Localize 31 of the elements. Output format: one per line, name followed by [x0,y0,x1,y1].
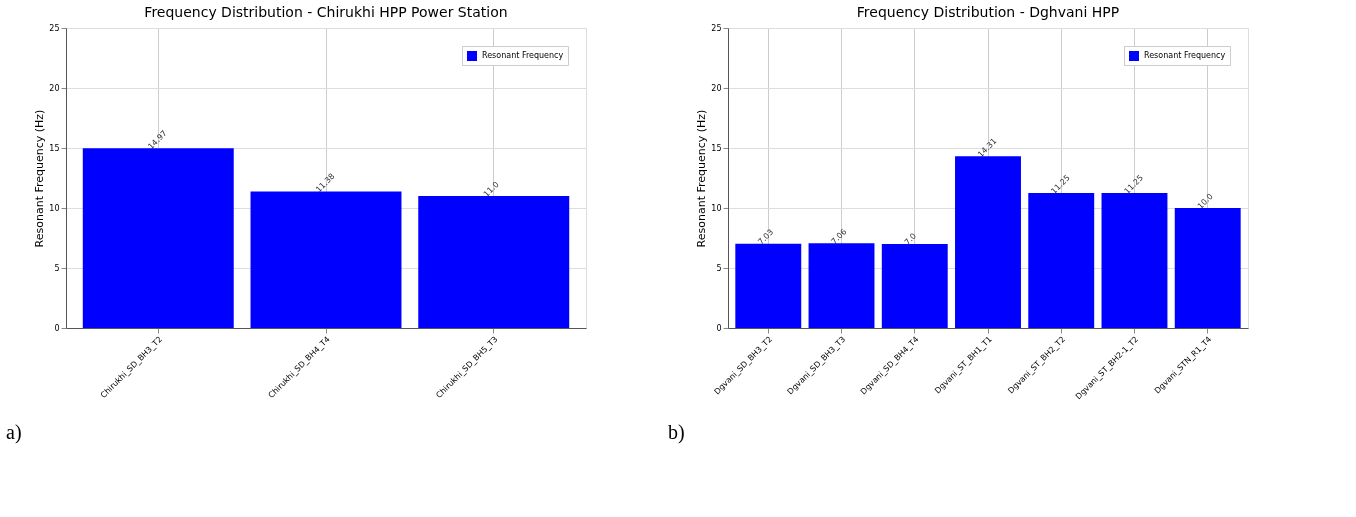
chart-title: Frequency Distribution - Chirukhi HPP Power Station [144,4,508,20]
bar [1101,193,1168,328]
y-tick-label: 25 [711,23,722,33]
y-tick-label: 0 [54,323,60,333]
bar [418,196,570,328]
text: b) [668,421,685,444]
chart-title: Frequency Distribution - Dghvani HPP [856,4,1120,20]
bar [881,244,948,328]
y-tick-label: 20 [49,83,60,93]
y-axis-title: Resonant Frequency (Hz) [33,109,47,248]
text: a) [6,421,22,444]
y-tick-label: 10 [711,203,722,213]
bar [735,243,802,328]
bar [955,156,1021,328]
bar [1174,208,1241,328]
y-tick-label: 25 [49,23,60,33]
bar [250,191,402,328]
data-label: 7.0 [902,231,919,247]
bar [1028,193,1095,328]
legend-label: Resonant Frequency [1144,51,1226,60]
y-axis-title: Resonant Frequency (Hz) [695,109,709,248]
y-tick-label: 0 [716,323,722,333]
legend-label: Resonant Frequency [482,51,564,60]
y-tick-label: 20 [711,83,722,93]
bar [808,243,875,328]
y-tick-label: 10 [49,203,60,213]
bar [82,148,234,328]
y-tick-label: 15 [711,143,722,153]
y-tick-label: 5 [716,263,722,273]
y-tick-label: 15 [49,143,60,153]
y-tick-label: 5 [54,263,60,273]
